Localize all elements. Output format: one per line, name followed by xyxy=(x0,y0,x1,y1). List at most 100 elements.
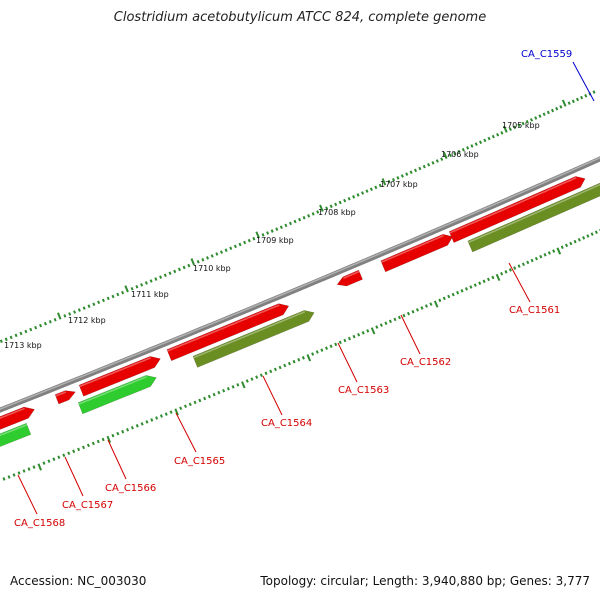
minor-tick xyxy=(347,336,351,341)
minor-tick xyxy=(32,465,36,469)
major-tick xyxy=(190,258,196,266)
minor-tick xyxy=(273,367,277,372)
minor-tick xyxy=(229,246,233,251)
minor-tick xyxy=(111,294,115,299)
minor-tick xyxy=(27,467,31,471)
minor-tick xyxy=(207,394,211,399)
minor-tick xyxy=(48,319,52,324)
minor-tick xyxy=(387,179,391,184)
minor-tick xyxy=(334,342,338,347)
tick-label: 1710 kbp xyxy=(193,264,231,273)
minor-tick xyxy=(288,221,292,226)
major-tick xyxy=(255,231,260,239)
minor-tick xyxy=(324,346,328,350)
minor-tick xyxy=(552,249,556,253)
minor-tick xyxy=(530,118,534,122)
major-tick xyxy=(174,408,179,416)
minor-tick xyxy=(47,459,51,463)
major-tick xyxy=(442,151,448,159)
minor-tick xyxy=(438,298,442,303)
gene-arrow-CA_C1568-shine xyxy=(0,424,28,437)
minor-tick xyxy=(238,242,242,247)
leader-line-CA_C1566 xyxy=(107,439,127,480)
minor-tick xyxy=(384,321,388,326)
minor-tick xyxy=(420,306,424,310)
minor-tick xyxy=(298,217,302,222)
minor-tick xyxy=(279,225,283,230)
minor-tick xyxy=(388,319,392,324)
minor-tick xyxy=(130,286,134,291)
genome-backbone xyxy=(0,156,600,413)
minor-tick xyxy=(42,461,46,465)
minor-tick xyxy=(456,290,460,295)
genome-summary: Topology: circular; Length: 3,940,880 bp… xyxy=(260,574,590,588)
minor-tick xyxy=(201,258,205,262)
leader-line-CA_C1561 xyxy=(508,262,531,303)
minor-tick xyxy=(106,296,110,301)
gene-arrow-CA_C1563 xyxy=(336,269,363,287)
minor-tick xyxy=(569,241,573,246)
major-tick xyxy=(433,300,439,308)
minor-tick xyxy=(135,424,139,428)
minor-tick xyxy=(77,447,81,452)
gene-label: CA_C1563 xyxy=(338,385,389,396)
minor-tick xyxy=(534,256,538,261)
minor-tick xyxy=(264,371,268,376)
minor-tick xyxy=(414,168,418,173)
minor-tick xyxy=(275,227,279,231)
minor-tick xyxy=(231,385,235,389)
minor-tick xyxy=(154,277,158,281)
minor-tick xyxy=(169,410,173,414)
gene-arrow-CA_C1564-fwd xyxy=(166,303,290,362)
major-tick xyxy=(57,312,62,320)
major-tick xyxy=(319,204,324,212)
minor-tick xyxy=(315,350,319,354)
minor-tick xyxy=(116,431,120,436)
minor-tick xyxy=(440,157,444,161)
minor-tick xyxy=(329,344,333,349)
minor-tick xyxy=(575,97,580,102)
backbone-highlight xyxy=(0,157,600,410)
minor-tick xyxy=(9,335,13,340)
minor-tick xyxy=(198,398,202,403)
minor-tick xyxy=(67,451,71,456)
minor-tick xyxy=(233,244,237,249)
minor-tick xyxy=(343,198,347,203)
gene-arrow-CA_C1562 xyxy=(380,233,454,273)
minor-tick xyxy=(378,183,382,188)
minor-tick xyxy=(483,138,487,143)
minor-tick xyxy=(405,172,409,176)
minor-tick xyxy=(320,348,324,352)
minor-tick xyxy=(521,262,525,267)
gene-arrow-CA_C1567 xyxy=(54,390,76,405)
minor-tick xyxy=(63,314,67,318)
minor-tick xyxy=(464,287,468,291)
minor-tick xyxy=(173,269,177,274)
minor-tick xyxy=(343,338,347,343)
minor-tick xyxy=(582,236,586,240)
minor-tick xyxy=(29,327,33,332)
gene-label: CA_C1564 xyxy=(261,418,312,429)
minor-tick xyxy=(424,304,428,308)
minor-tick xyxy=(396,176,400,180)
minor-tick xyxy=(206,256,210,260)
minor-tick xyxy=(86,443,90,448)
minor-tick xyxy=(517,123,521,128)
minor-tick xyxy=(53,318,57,322)
minor-tick xyxy=(571,99,575,104)
minor-tick xyxy=(0,339,3,344)
minor-tick xyxy=(266,231,270,235)
gene-arrow-CA_C1561-shine xyxy=(468,183,600,244)
minor-tick xyxy=(39,323,43,328)
accession-text: Accession: NC_003030 xyxy=(10,574,147,588)
minor-tick xyxy=(559,105,563,109)
minor-tick xyxy=(461,147,465,152)
minor-tick xyxy=(101,298,105,303)
minor-tick xyxy=(369,187,373,192)
minor-tick xyxy=(491,134,495,139)
minor-tick xyxy=(508,268,512,272)
minor-tick xyxy=(19,331,23,336)
minor-tick xyxy=(460,289,464,293)
minor-tick xyxy=(212,392,216,397)
minor-tick xyxy=(491,275,495,280)
